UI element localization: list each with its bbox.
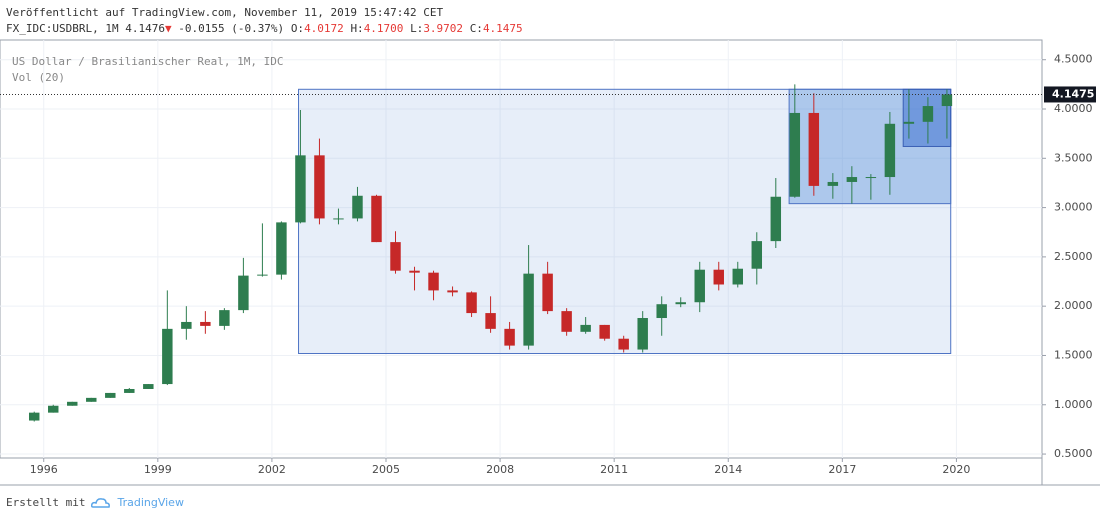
candle-body: [352, 195, 363, 219]
candle-body: [884, 123, 896, 178]
candle-body: [219, 310, 230, 326]
candle-body: [466, 292, 477, 314]
candle-body: [257, 274, 268, 276]
candle-body: [143, 384, 154, 389]
candle-body: [447, 290, 458, 293]
candle-body: [694, 269, 705, 303]
y-tick-label: 3.0000: [1054, 201, 1093, 214]
change: -0.0155 (-0.37%): [178, 22, 285, 35]
y-tick-label: 0.5000: [1054, 447, 1093, 460]
candle-body: [675, 302, 686, 305]
candle-body: [504, 328, 515, 346]
candle-body: [922, 106, 934, 122]
candle-body: [67, 401, 78, 406]
candle-body: [599, 324, 610, 339]
candle-body: [86, 397, 97, 402]
candle-body: [618, 338, 629, 350]
candle-body: [732, 268, 743, 285]
candle-body: [770, 196, 782, 242]
chart-title: US Dollar / Brasilianischer Real, 1M, ID…: [12, 55, 284, 68]
last-price-label: 4.1475: [1052, 87, 1094, 100]
candle-body: [542, 273, 553, 312]
candle-body: [523, 273, 534, 346]
candle-body: [295, 155, 306, 223]
y-tick-label: 4.0000: [1054, 102, 1093, 115]
y-tick-label: 4.5000: [1054, 53, 1093, 66]
candle-body: [371, 195, 382, 243]
candle-body: [105, 392, 116, 398]
candle-body: [903, 121, 915, 124]
y-tick-label: 2.5000: [1054, 250, 1093, 263]
candle-body: [637, 318, 648, 350]
candle-body: [200, 321, 211, 326]
y-tick-label: 1.0000: [1054, 398, 1093, 411]
footer-brand: TradingView: [117, 496, 184, 509]
x-tick-label: 1999: [144, 463, 172, 476]
candle-body: [238, 275, 249, 311]
x-tick-label: 1996: [30, 463, 58, 476]
candle-body: [276, 222, 287, 275]
candle-body: [124, 388, 135, 393]
y-tick-label: 3.5000: [1054, 151, 1093, 164]
l-value: 3.9702: [423, 22, 464, 35]
range-box: [298, 88, 952, 354]
x-tick-label: 2014: [714, 463, 742, 476]
candle-body: [751, 241, 763, 269]
arrow: ▼: [164, 22, 172, 35]
x-tick-label: 2020: [942, 463, 970, 476]
candle-body: [162, 328, 173, 385]
candle-body: [846, 177, 858, 182]
last-price-tag: [1044, 86, 1096, 103]
l-label: L:: [410, 22, 424, 35]
h-label: H:: [350, 22, 364, 35]
candle-body: [314, 155, 325, 219]
chart: US Dollar / Brasilianischer Real, 1M, ID…: [0, 39, 1100, 486]
y-tick-label: 2.0000: [1054, 299, 1093, 312]
candle-body: [941, 94, 953, 107]
footer: Erstellt mit TradingView: [6, 496, 184, 509]
candle-body: [865, 177, 877, 179]
indicator-label: Vol (20): [12, 71, 65, 84]
x-tick-label: 2005: [372, 463, 400, 476]
candle-body: [181, 321, 192, 329]
candle-body: [485, 313, 496, 329]
c-value: 4.1475: [482, 22, 523, 35]
footer-text: Erstellt mit: [6, 496, 86, 509]
candle-body: [713, 269, 724, 285]
o-value: 4.0172: [304, 22, 344, 35]
candle-body: [561, 311, 572, 332]
candle-body: [580, 324, 591, 332]
candle-body: [808, 112, 820, 186]
candle-body: [789, 112, 801, 197]
x-tick-label: 2011: [600, 463, 628, 476]
x-tick-label: 2017: [828, 463, 856, 476]
candle-body: [48, 405, 59, 413]
published-line: Veröffentlicht auf TradingView.com, Nove…: [6, 6, 444, 19]
candle-body: [827, 181, 839, 186]
candle-body: [428, 272, 439, 291]
candle-body: [28, 412, 40, 421]
plot-layer: [0, 40, 1042, 458]
candle-body: [656, 304, 667, 319]
last: 4.1476: [125, 22, 165, 35]
candle-body: [333, 218, 344, 220]
c-label: C:: [469, 22, 483, 35]
symbol: FX_IDC:USDBRL, 1M: [6, 22, 119, 35]
o-label: O:: [290, 22, 305, 35]
h-value: 4.1700: [363, 22, 404, 35]
logo: [91, 497, 111, 508]
quote-line: FX_IDC:USDBRL, 1M 4.1476▼ -0.0155 (-0.37…: [6, 22, 523, 35]
x-tick-label: 2002: [258, 463, 286, 476]
candle-body: [390, 242, 401, 271]
candle-body: [409, 270, 420, 273]
plot-frame: [0, 39, 1043, 459]
x-tick-label: 2008: [486, 463, 514, 476]
y-tick-label: 1.5000: [1054, 348, 1093, 361]
